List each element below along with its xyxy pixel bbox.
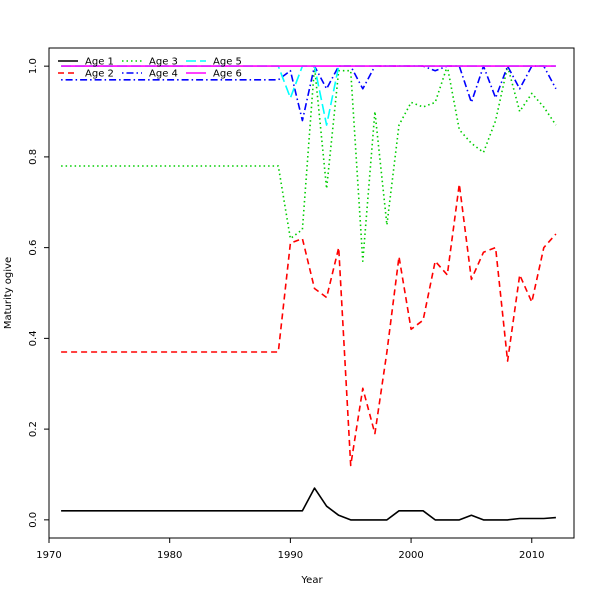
legend-label-age-4: Age 4	[149, 69, 178, 80]
legend-label-age-1: Age 1	[85, 57, 114, 68]
y-tick-label: 0.2	[28, 421, 39, 437]
series-layer	[61, 65, 557, 521]
plot-frame	[48, 47, 575, 539]
y-tick-label: 0.6	[28, 240, 39, 256]
y-axis: 0.0 0.2 0.4 0.6 0.8 1.0	[28, 58, 49, 528]
x-axis: 1970 1980 1990 2000 2010	[36, 538, 544, 561]
legend-label-age-3: Age 3	[149, 57, 178, 68]
y-axis-label: Maturity ogive	[3, 257, 14, 329]
y-tick-label: 0.8	[28, 149, 39, 165]
y-tick-label: 1.0	[28, 58, 39, 74]
legend-label-age-2: Age 2	[85, 69, 114, 80]
legend-label-age-6: Age 6	[213, 69, 242, 80]
series-line-age-3	[61, 65, 557, 263]
y-tick-label: 0.4	[28, 330, 39, 346]
x-tick-label: 1970	[36, 550, 61, 561]
x-tick-label: 1990	[278, 550, 303, 561]
series-line-age-4	[61, 65, 557, 122]
x-tick-label: 2010	[519, 550, 544, 561]
x-tick-label: 1980	[157, 550, 182, 561]
series-line-age-2	[61, 183, 557, 467]
x-tick-label: 2000	[398, 550, 423, 561]
y-tick-label: 0.0	[28, 512, 39, 528]
legend-label-age-5: Age 5	[213, 57, 242, 68]
x-axis-label: Year	[300, 575, 323, 586]
series-line-age-1	[61, 487, 556, 521]
